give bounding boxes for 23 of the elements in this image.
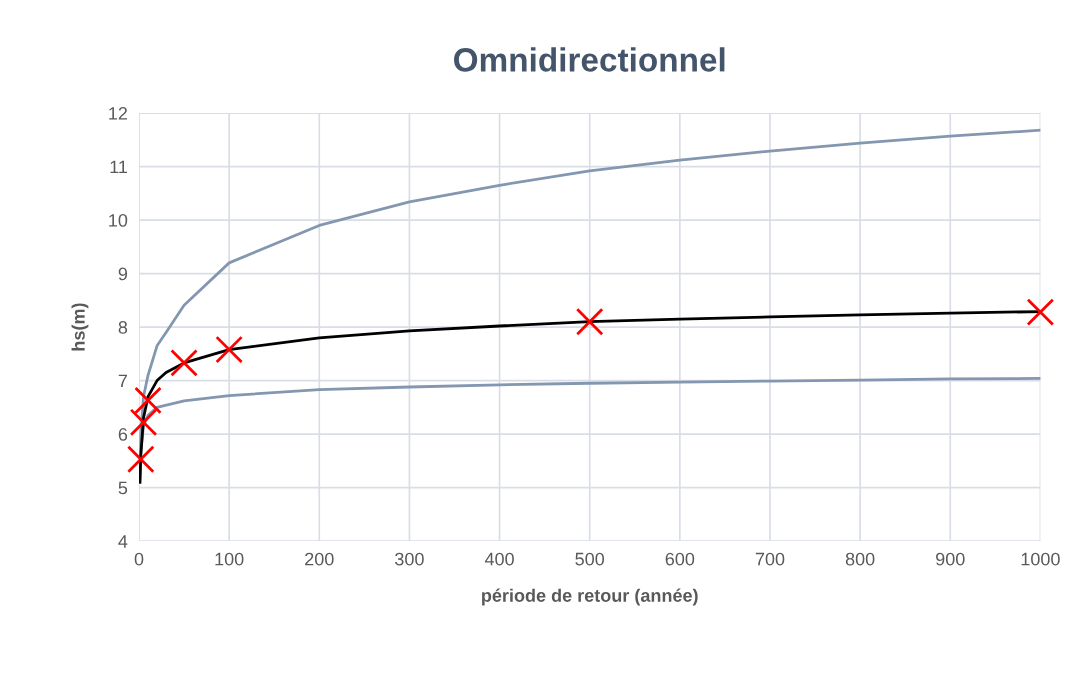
y-tick-label: 5 [118, 481, 128, 495]
x-tick-label: 900 [936, 552, 965, 566]
y-tick-label: 7 [118, 374, 127, 388]
y-axis-title: hs(m) [71, 303, 89, 351]
y-tick-label: 12 [109, 107, 127, 120]
y-tick-label: 6 [118, 428, 128, 441]
x-tick-label: 100 [215, 552, 244, 566]
x-tick-label: 400 [484, 552, 514, 566]
x-tick-label: 0 [134, 552, 144, 566]
x-tick-label: 800 [845, 552, 875, 566]
x-axis-title: période de retour (année) [482, 588, 698, 606]
x-tick-label: 500 [575, 552, 605, 566]
x-tick-label: 200 [305, 552, 334, 566]
x-tick-label: 600 [665, 552, 695, 566]
x-tick-label: 300 [395, 552, 424, 566]
chart-title: Omnidirectionnel [454, 47, 725, 72]
y-tick-label: 9 [118, 267, 128, 281]
y-tick-label: 8 [118, 321, 128, 334]
y-tick-label: 4 [118, 535, 128, 548]
x-tick-label: 700 [755, 552, 785, 566]
y-tick-label: 11 [110, 160, 128, 174]
y-tick-label: 10 [109, 214, 128, 227]
x-tick-label: 1000 [1021, 552, 1060, 566]
